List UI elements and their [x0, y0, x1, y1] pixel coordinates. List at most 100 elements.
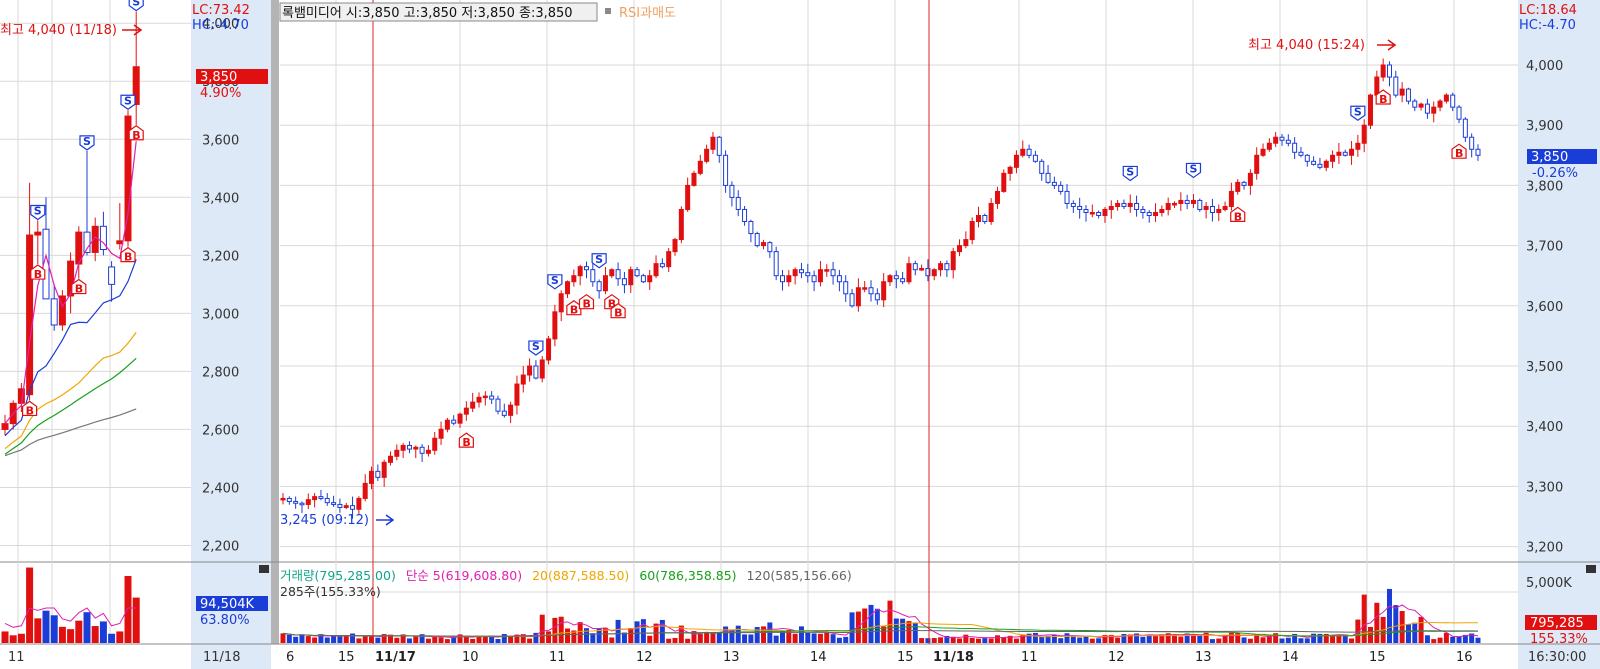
- main-candle-body: [432, 437, 438, 451]
- main-candle-body: [1216, 208, 1222, 213]
- main-volume-bar: [931, 638, 937, 643]
- main-candle-body: [1456, 106, 1462, 120]
- main-candle-body: [1209, 205, 1215, 213]
- main-candle-body: [836, 275, 842, 283]
- left-max-annotation: 최고 4,040 (11/18): [0, 23, 117, 38]
- signal-letter: B: [1379, 93, 1387, 106]
- main-volume-bar: [817, 633, 823, 643]
- main-volume-bar: [678, 625, 684, 643]
- main-candle-body: [666, 251, 672, 268]
- buy-signal-marker: B: [1230, 206, 1246, 223]
- main-volume-bar: [1026, 633, 1032, 643]
- time-label: 11/18: [933, 650, 974, 665]
- main-candle-body: [798, 269, 804, 274]
- main-candle-body: [293, 500, 299, 504]
- main-candle-body: [735, 196, 741, 210]
- left-volume-bar: [42, 610, 50, 643]
- sell-signal-marker: S: [547, 274, 563, 290]
- main-volume-bar: [1304, 638, 1310, 643]
- main-volume-bar: [1443, 633, 1449, 643]
- signal-letter: B: [570, 304, 578, 317]
- buy-signal-marker: B: [578, 293, 595, 311]
- main-volume-bar: [1190, 634, 1196, 643]
- left-volume-bar: [132, 597, 140, 643]
- panel-splitter[interactable]: [271, 0, 279, 669]
- main-price-tick: 3,200: [1526, 541, 1563, 556]
- main-volume-bar: [1115, 637, 1121, 643]
- main-volume-bar: [1184, 633, 1190, 643]
- main-volume-bar: [602, 627, 608, 643]
- main-volume-bar: [716, 632, 722, 643]
- main-candle-body: [786, 275, 792, 283]
- main-candle-body: [533, 365, 539, 379]
- main-candle-body: [1317, 163, 1323, 168]
- main-volume-bar: [571, 630, 577, 643]
- main-volume-bar: [1222, 635, 1228, 643]
- main-candle-body: [950, 251, 956, 271]
- main-volume-bar: [1058, 638, 1064, 643]
- main-volume-bar: [1349, 638, 1355, 643]
- main-candle-body: [710, 136, 716, 150]
- left-current-price: 3,850: [200, 70, 237, 85]
- time-label: 10: [462, 650, 479, 665]
- main-volume-bar: [1450, 636, 1456, 643]
- main-candle-body: [659, 263, 665, 268]
- main-volume-bar: [666, 638, 672, 643]
- main-candle-body: [577, 266, 583, 277]
- main-volume-bar: [1083, 635, 1089, 643]
- main-candle-body: [678, 208, 684, 241]
- main-volume-bar: [1077, 637, 1083, 643]
- main-volume-bar: [1159, 634, 1165, 643]
- main-candle-body: [1386, 64, 1392, 78]
- main-volume-bar: [286, 634, 292, 643]
- main-candle-body: [1172, 202, 1178, 206]
- main-volume-bar: [337, 636, 343, 643]
- volume-badge: [1525, 615, 1597, 630]
- stock-info: 록뱀미디어 시:3,850 고:3,850 저:3,850 종:3,850: [282, 6, 573, 21]
- main-volume-pane-toggle-icon[interactable]: [1586, 565, 1596, 573]
- main-candle-body: [1127, 202, 1133, 207]
- main-volume-bar: [1235, 632, 1241, 643]
- main-candle-body: [754, 233, 760, 247]
- left-volume-bar: [58, 626, 66, 643]
- main-current-price-badge: [1527, 149, 1597, 164]
- main-candle-body: [887, 275, 893, 283]
- time-label: 15: [1369, 650, 1386, 665]
- main-candle-body: [299, 502, 305, 506]
- main-volume-bar: [476, 635, 482, 643]
- main-volume-bar: [1247, 638, 1253, 643]
- main-candle-body: [1424, 103, 1430, 114]
- main-candle-body: [1437, 100, 1443, 108]
- volume-legend: 거래량(795,285.00) 단순 5(619,608.80) 20(887,58…: [280, 568, 852, 583]
- left-current-price-badge: [196, 69, 268, 84]
- time-label: 13: [723, 650, 740, 665]
- indicator-label[interactable]: RSI과매도: [619, 6, 676, 21]
- main-current-price: 3,850: [1531, 150, 1568, 165]
- main-candle-body: [1235, 181, 1241, 192]
- main-candle-body: [988, 202, 994, 223]
- main-candle-body: [761, 242, 767, 247]
- time-axis-end: 16:30:00: [1528, 650, 1586, 665]
- main-candle-body: [350, 505, 356, 510]
- left-price-tick: 2,200: [202, 539, 239, 554]
- time-label: 12: [1108, 650, 1125, 665]
- signal-letter: S: [124, 94, 132, 107]
- signal-letter: B: [75, 283, 83, 296]
- main-candle-body: [938, 263, 944, 271]
- main-volume-bar: [406, 638, 412, 643]
- main-lc-label: LC:18.64: [1519, 3, 1577, 18]
- sell-signal-shape: [30, 204, 46, 221]
- sell-signal-marker: S: [79, 135, 95, 151]
- main-candle-body: [1058, 184, 1064, 192]
- main-volume-bar: [596, 628, 602, 643]
- left-price-tick: 3,400: [202, 191, 239, 206]
- main-candle-body: [716, 136, 722, 156]
- main-volume-bar: [1197, 634, 1203, 643]
- main-volume-bar: [470, 638, 476, 643]
- buy-signal-marker: B: [71, 278, 87, 296]
- main-candle-body: [1355, 142, 1361, 150]
- main-volume-bar: [1462, 634, 1468, 643]
- left-volume-pane-toggle-icon[interactable]: [259, 565, 269, 573]
- volume-axis-tick: 5,000K: [1526, 576, 1572, 591]
- main-candle-body: [381, 461, 387, 478]
